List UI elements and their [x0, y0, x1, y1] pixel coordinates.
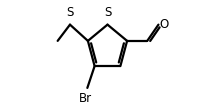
Text: Br: Br: [79, 92, 92, 105]
Text: S: S: [66, 6, 74, 19]
Text: O: O: [159, 18, 168, 31]
Text: S: S: [104, 6, 111, 19]
